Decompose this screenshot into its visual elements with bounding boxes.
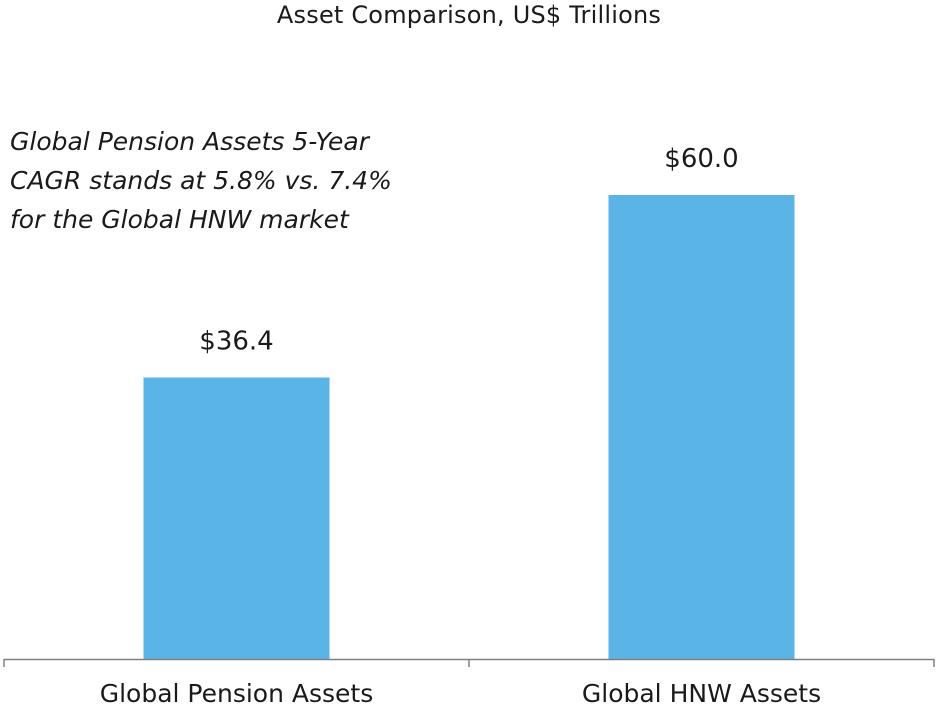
chart-title: Asset Comparison, US$ Trillions (276, 1, 662, 29)
bar-1 (143, 377, 330, 659)
x-tick-label-2: Global HNW Assets (582, 679, 821, 705)
bar-2 (608, 195, 795, 659)
data-label-1: $36.4 (199, 327, 273, 357)
data-label-2: $60.0 (664, 144, 738, 174)
chart-annotation: Global Pension Assets 5-Year CAGR stands… (10, 127, 392, 234)
x-tick-label-1: Global Pension Assets (100, 679, 374, 705)
